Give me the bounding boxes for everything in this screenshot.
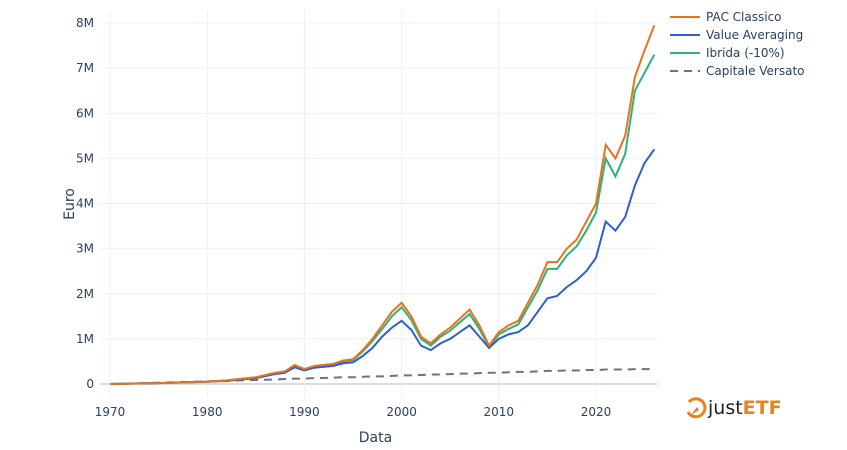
- legend: PAC Classico Value Averaging Ibrida (-10%)…: [670, 8, 805, 80]
- legend-item[interactable]: Ibrida (-10%): [670, 44, 805, 62]
- series-line-pac-classico: [109, 24, 656, 385]
- y-tick-label: 0: [86, 377, 94, 391]
- y-tick-label: 1M: [76, 332, 94, 346]
- legend-swatch: [670, 34, 700, 36]
- y-tick-label: 6M: [76, 106, 94, 120]
- x-tick-label: 1990: [289, 405, 320, 419]
- legend-label: PAC Classico: [706, 10, 782, 24]
- y-tick-label: 5M: [76, 151, 94, 165]
- y-tick-label: 4M: [76, 197, 94, 211]
- series-line-capitale-versato: [109, 368, 655, 385]
- y-axis-title: Euro: [62, 188, 78, 220]
- y-tick-label: 8M: [76, 16, 94, 30]
- y-tick-label: 7M: [76, 61, 94, 75]
- justetf-logo: just ETF: [684, 396, 782, 420]
- legend-swatch: [670, 16, 700, 18]
- x-tick-label: 1970: [95, 405, 126, 419]
- series-line-value-averaging: [109, 148, 656, 385]
- legend-item[interactable]: Capitale Versato: [670, 62, 805, 80]
- legend-item[interactable]: Value Averaging: [670, 26, 805, 44]
- logo-text-etf: ETF: [742, 397, 782, 419]
- y-tick-label: 2M: [76, 287, 94, 301]
- legend-item[interactable]: PAC Classico: [670, 8, 805, 26]
- legend-label: Ibrida (-10%): [706, 46, 785, 60]
- logo-icon: [686, 397, 707, 419]
- legend-swatch: [670, 70, 700, 72]
- x-tick-label: 2020: [581, 405, 612, 419]
- logo-text: just: [708, 397, 743, 419]
- x-tick-label: 2010: [484, 405, 515, 419]
- legend-label: Value Averaging: [706, 28, 804, 42]
- series-line-ibrida-10-: [109, 54, 656, 385]
- legend-swatch: [670, 52, 700, 54]
- x-tick-label: 1980: [192, 405, 223, 419]
- legend-label: Capitale Versato: [706, 64, 805, 78]
- x-axis-title: Data: [359, 430, 392, 446]
- y-tick-label: 3M: [76, 242, 94, 256]
- x-tick-label: 2000: [386, 405, 417, 419]
